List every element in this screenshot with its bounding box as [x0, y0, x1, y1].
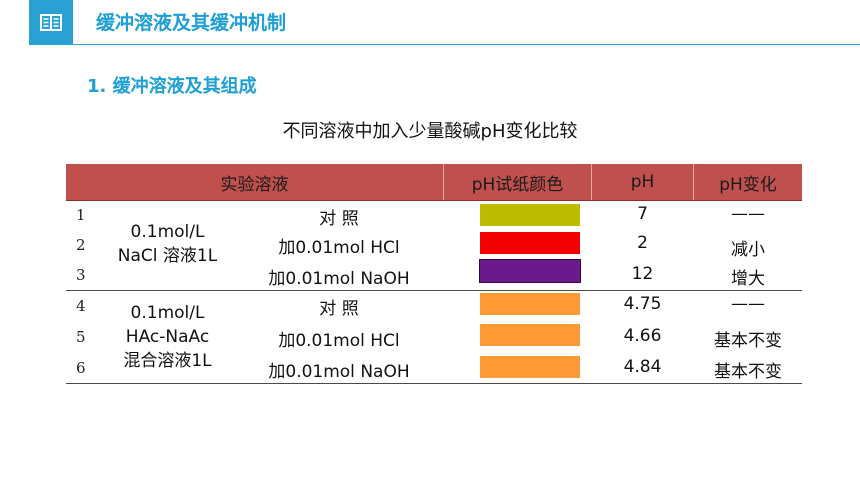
ph-paper-swatch — [480, 232, 580, 254]
group-label-hac-naac: 0.1mol/L HAc-NaAc 混合溶液1L — [96, 301, 239, 373]
treatment-cell: 加0.01mol NaOH — [268, 269, 410, 289]
ph-change: 基本不变 — [714, 331, 782, 351]
column-header-ph: pH — [630, 172, 655, 192]
header-divider — [29, 44, 860, 45]
row-number: 4 — [76, 297, 86, 315]
ph-paper-swatch — [480, 204, 580, 226]
treatment-cell: 对 照 — [319, 209, 359, 229]
treatment-cell: 对 照 — [319, 299, 359, 319]
group-label-line: 0.1mol/L — [130, 222, 205, 242]
ph-change: 增大 — [731, 269, 765, 289]
column-header-solution: 实验溶液 — [220, 174, 289, 195]
ph-value: 4.84 — [623, 357, 662, 377]
ph-change: 减小 — [731, 240, 765, 260]
ph-value: 4.66 — [623, 326, 662, 346]
ph-value: 12 — [631, 264, 654, 284]
group-label-line: NaCl 溶液1L — [117, 246, 218, 266]
table-bottom-rule — [66, 383, 802, 384]
header-divider — [443, 164, 444, 200]
group-label-line: 0.1mol/L — [130, 303, 205, 323]
treatment-cell: 加0.01mol HCl — [278, 238, 400, 258]
ph-paper-swatch — [480, 324, 580, 346]
group-label-line: 混合溶液1L — [123, 351, 212, 371]
section-heading: 1. 缓冲溶液及其组成 — [87, 76, 257, 97]
group-divider — [66, 290, 802, 291]
column-header-color: pH试纸颜色 — [471, 174, 564, 195]
ph-value: 4.75 — [623, 294, 662, 314]
table-caption: 不同溶液中加入少量酸碱pH变化比较 — [282, 121, 578, 142]
ph-paper-swatch — [479, 259, 581, 283]
ph-paper-swatch — [480, 293, 580, 315]
ph-change: —— — [731, 204, 765, 224]
group-label-nacl: 0.1mol/L NaCl 溶液1L — [96, 220, 239, 268]
table-header-row: 实验溶液 pH试纸颜色 pH pH变化 — [66, 164, 802, 201]
row-number: 2 — [76, 236, 86, 254]
row-number: 3 — [76, 266, 86, 284]
slide-title: 缓冲溶液及其缓冲机制 — [96, 12, 287, 34]
book-icon — [40, 13, 62, 31]
ph-change: 基本不变 — [714, 362, 782, 382]
ph-change: —— — [731, 294, 765, 314]
row-number: 1 — [76, 206, 86, 224]
row-number: 6 — [76, 359, 86, 377]
slide-header: 缓冲溶液及其缓冲机制 — [0, 0, 860, 45]
column-header-change: pH变化 — [719, 174, 777, 195]
header-divider — [693, 164, 694, 200]
ph-value: 7 — [637, 204, 648, 224]
ph-value: 2 — [637, 233, 648, 253]
treatment-cell: 加0.01mol NaOH — [268, 362, 410, 382]
group-label-line: HAc-NaAc — [125, 327, 210, 347]
treatment-cell: 加0.01mol HCl — [278, 331, 400, 351]
row-number: 5 — [76, 328, 86, 346]
header-icon-box — [29, 0, 73, 45]
header-divider — [591, 164, 592, 200]
ph-paper-swatch — [480, 356, 580, 378]
